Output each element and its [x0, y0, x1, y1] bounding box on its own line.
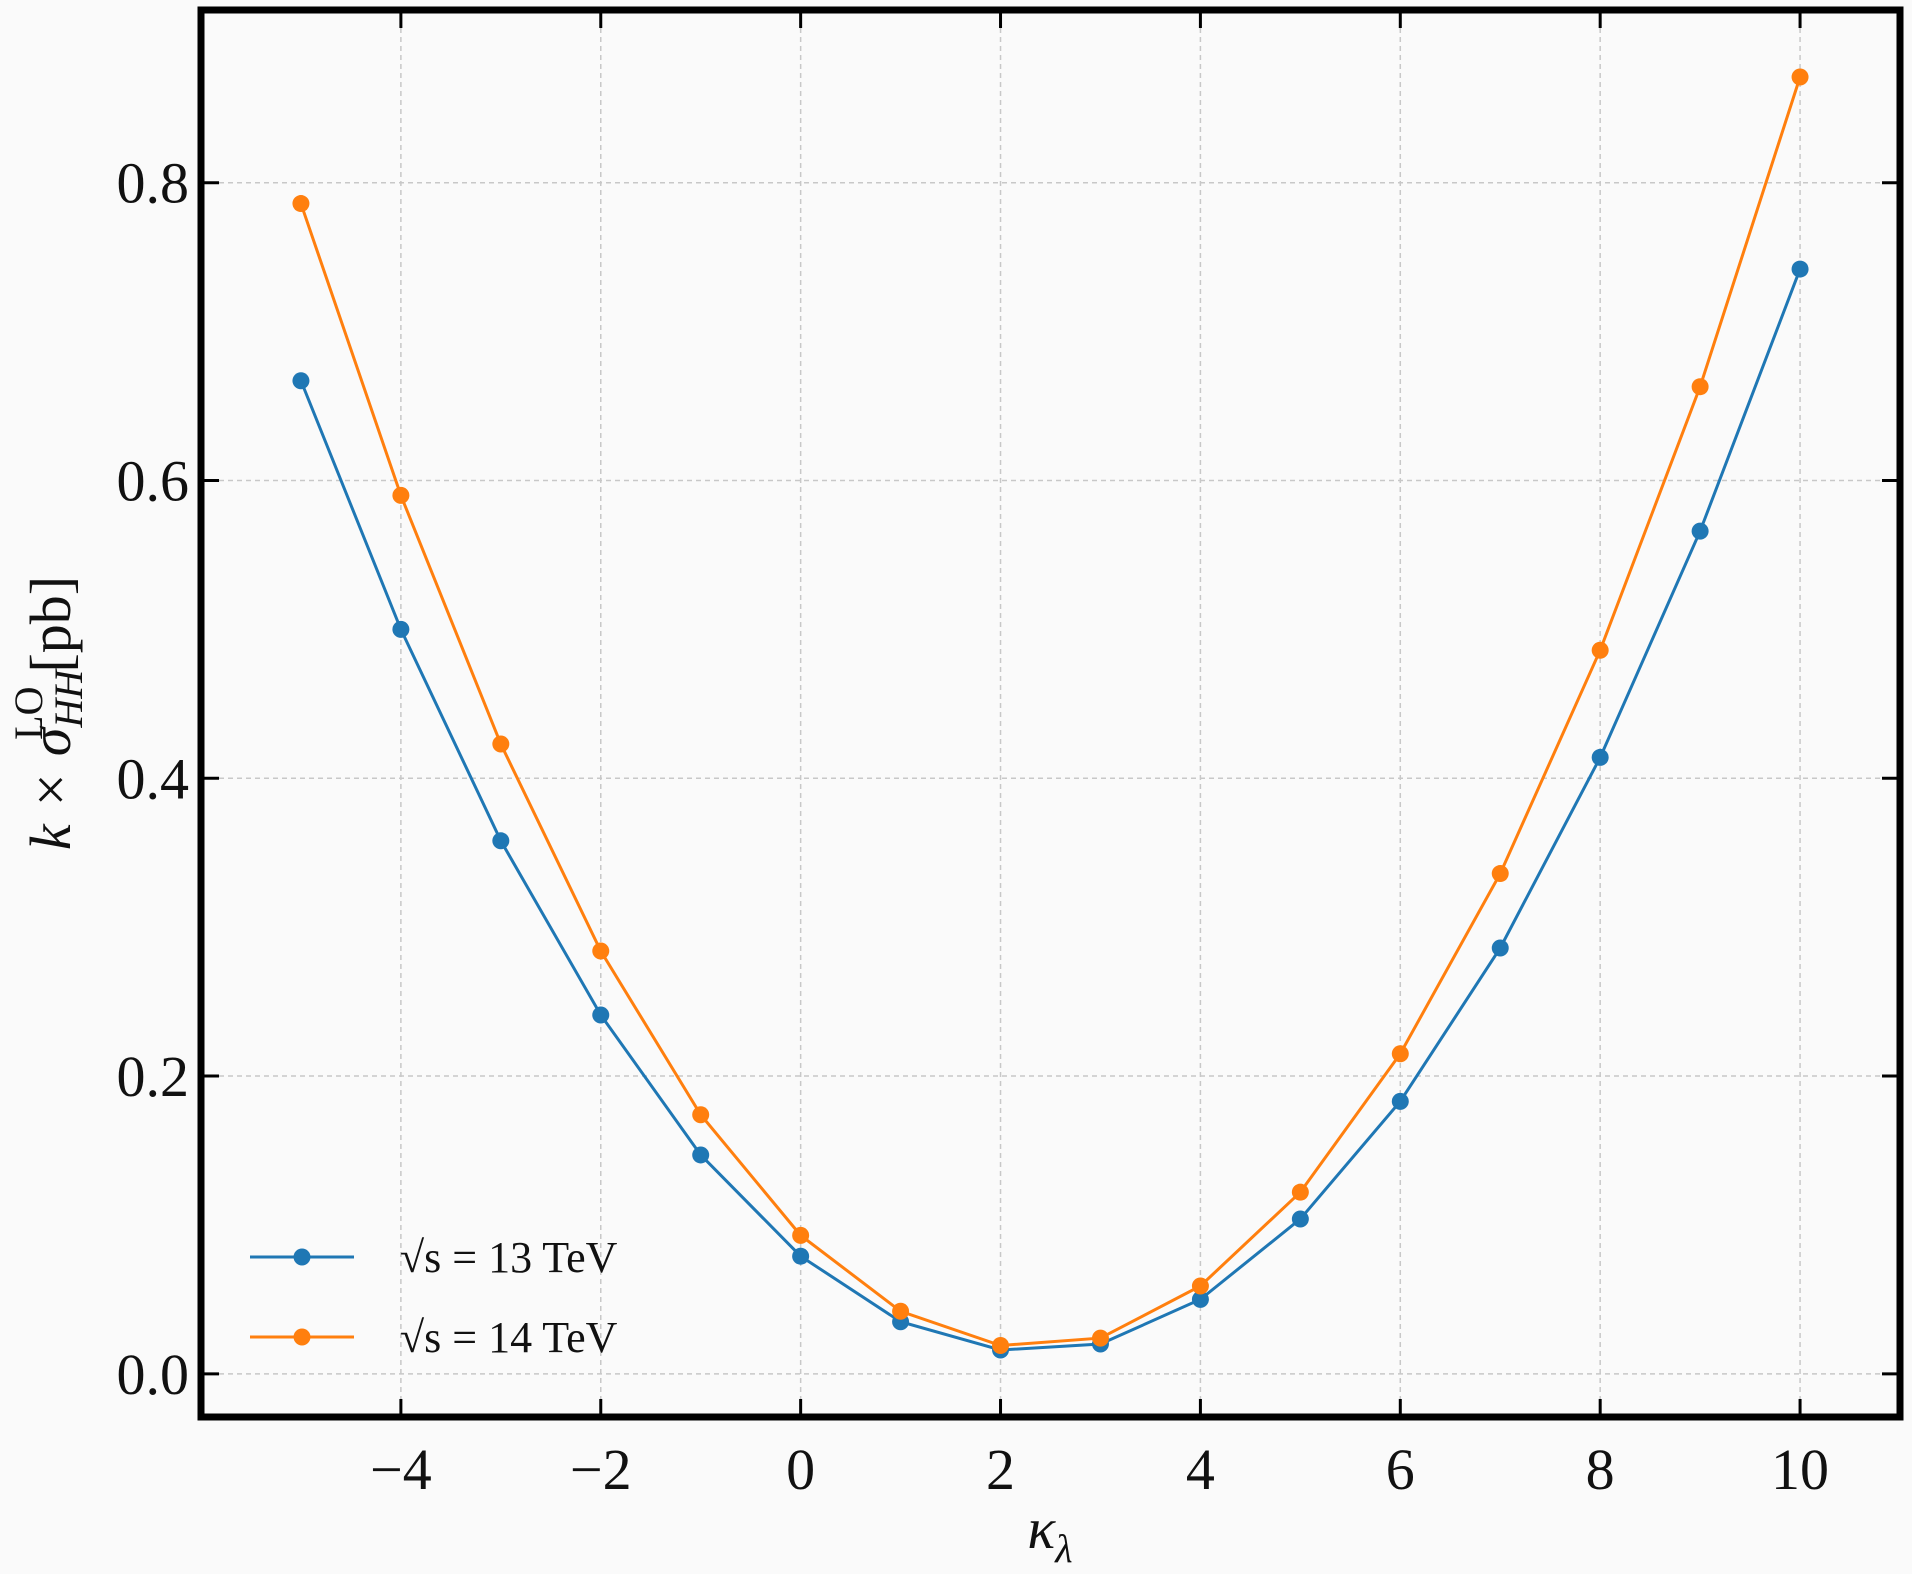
- data-point: [292, 372, 310, 390]
- data-point: [1491, 865, 1509, 883]
- data-point: [1191, 1277, 1209, 1295]
- data-point: [992, 1337, 1010, 1355]
- legend: √s = 13 TeV √s = 14 TeV: [250, 1233, 618, 1362]
- data-point: [592, 1006, 610, 1024]
- legend-label: √s = 13 TeV: [400, 1233, 618, 1282]
- data-point: [1391, 1092, 1409, 1110]
- data-point: [792, 1226, 810, 1244]
- data-point: [492, 832, 510, 850]
- y-axis-label: k × σHHLO [pb]: [6, 576, 91, 850]
- data-point: [692, 1146, 710, 1164]
- data-point: [392, 620, 410, 638]
- legend-marker: [293, 1248, 311, 1266]
- x-tick-label: 8: [1586, 1437, 1615, 1502]
- data-point: [592, 942, 610, 960]
- data-point: [892, 1302, 910, 1320]
- data-point: [1291, 1183, 1309, 1201]
- data-point: [492, 735, 510, 753]
- data-point: [1591, 641, 1609, 659]
- series-line: [299, 76, 1802, 1348]
- x-tick-label: 4: [1186, 1437, 1215, 1502]
- y-tick-label: 0.4: [117, 746, 190, 811]
- y-tick-label: 0.0: [117, 1342, 190, 1407]
- data-point: [1291, 1210, 1309, 1228]
- x-label-main: κ: [1027, 1496, 1056, 1561]
- data-point: [292, 195, 310, 213]
- data-point: [792, 1247, 810, 1265]
- data-point: [692, 1106, 710, 1124]
- series-line: [299, 268, 1802, 1352]
- y-tick-label: 0.2: [117, 1044, 190, 1109]
- legend-marker: [293, 1328, 311, 1346]
- y-label-unit: [pb]: [18, 576, 83, 673]
- data-point: [1791, 68, 1809, 86]
- data-point: [1191, 1290, 1209, 1308]
- data-point: [392, 486, 410, 504]
- x-tick-label: 0: [786, 1437, 815, 1502]
- x-tick-label: 6: [1386, 1437, 1415, 1502]
- x-label-sub: λ: [1054, 1526, 1072, 1571]
- data-point: [1391, 1045, 1409, 1063]
- data-point: [1791, 260, 1809, 278]
- grid: [201, 10, 1900, 1417]
- frame: [197, 6, 1904, 1421]
- plot-area: [292, 68, 1809, 1359]
- data-point: [1691, 378, 1709, 396]
- data-point: [1591, 748, 1609, 766]
- y-tick-label: 0.8: [117, 151, 190, 216]
- x-tick-label: 10: [1771, 1437, 1829, 1502]
- legend-label: √s = 14 TeV: [400, 1313, 618, 1362]
- y-tick-label: 0.6: [117, 448, 190, 513]
- x-axis-label: κλ: [1027, 1496, 1072, 1571]
- data-point: [1491, 939, 1509, 957]
- data-point: [1691, 522, 1709, 540]
- data-point: [1091, 1329, 1109, 1347]
- y-label-sub: HH: [46, 668, 91, 729]
- x-tick-label: 2: [986, 1437, 1015, 1502]
- x-tick-label: −4: [370, 1437, 432, 1502]
- x-tick-label: −2: [570, 1437, 632, 1502]
- y-label-main: k × σ: [18, 725, 83, 850]
- y-label-sup: LO: [6, 687, 51, 740]
